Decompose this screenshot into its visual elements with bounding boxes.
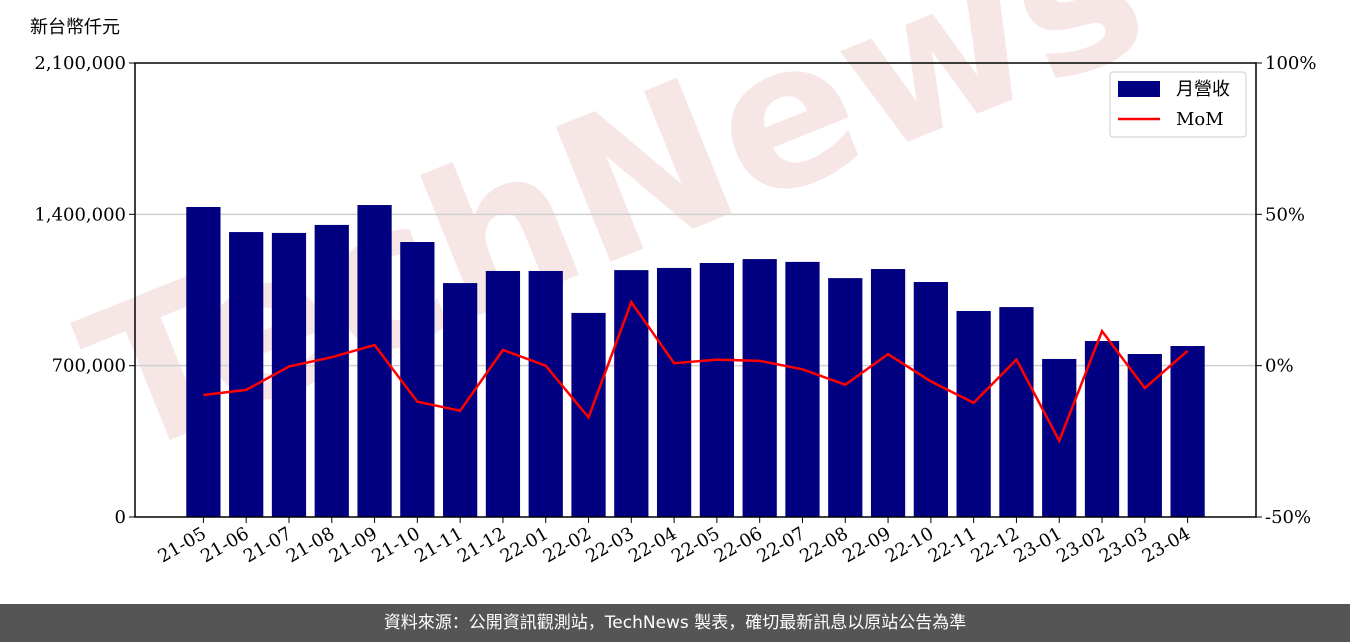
bar [1170, 345, 1205, 517]
x-tick-label: 22-12 [967, 523, 1022, 567]
plot-frame [134, 62, 1257, 518]
legend: 月營收 MoM [1109, 71, 1247, 138]
x-tick-label: 22-01 [497, 523, 552, 567]
bar [999, 307, 1034, 517]
legend-swatch [1118, 81, 1160, 97]
x-tick-label: 22-05 [668, 523, 723, 567]
x-tick-label: 21-10 [368, 523, 423, 567]
x-tick-label: 21-11 [411, 523, 466, 567]
bar [1084, 341, 1120, 517]
x-tick-label: 22-11 [925, 523, 980, 567]
bar [913, 282, 948, 517]
legend-label: 月營收 [1176, 79, 1230, 100]
x-tick-label: 21-08 [283, 523, 338, 567]
y2-tick-label: 0% [1265, 356, 1294, 377]
bar [614, 270, 649, 517]
bar [956, 310, 991, 517]
y2-tick-label: -50% [1265, 507, 1311, 528]
bar [785, 261, 820, 517]
x-tick-label: 22-10 [882, 523, 937, 567]
x-tick-label: 23-01 [1010, 523, 1065, 567]
bar [870, 269, 906, 517]
x-tick-label: 23-03 [1096, 523, 1151, 567]
bar [828, 278, 863, 517]
bar [528, 270, 563, 517]
bar [400, 242, 435, 517]
bar [656, 267, 692, 517]
x-tick-label: 21-12 [454, 523, 509, 567]
bar [699, 262, 735, 517]
y2-tick-label: 100% [1265, 53, 1316, 74]
y-tick-label: 2,100,000 [34, 53, 126, 74]
line [203, 299, 1189, 444]
y2-tick-label: 50% [1265, 204, 1305, 225]
y-tick-label: 0 [115, 507, 126, 528]
x-tick-label: 22-06 [711, 523, 766, 567]
x-tick-label: 22-07 [754, 523, 809, 567]
x-tick-label: 21-09 [326, 523, 381, 567]
x-tick-label: 23-04 [1139, 523, 1194, 567]
legend-label: MoM [1176, 109, 1224, 130]
x-tick-label: 21-06 [197, 523, 252, 567]
y-tick-label: 700,000 [52, 356, 126, 377]
x-tick-label: 21-05 [154, 523, 209, 567]
bar [443, 283, 478, 517]
chart: 新台幣仟元 TechNews 0700,0001,400,0002,100,00… [30, 0, 1316, 567]
bar [186, 206, 221, 518]
x-tick-label: 22-04 [625, 523, 680, 567]
bar [485, 270, 521, 517]
y-tick-label: 1,400,000 [34, 204, 126, 225]
x-tick-label: 22-09 [839, 523, 894, 567]
bar [1127, 353, 1162, 517]
footer-source: 資料來源：公開資訊觀測站，TechNews 製表，確切最新訊息以原站公告為準 [0, 604, 1350, 642]
x-tick-label: 21-07 [240, 523, 295, 567]
x-tick-label: 23-02 [1053, 523, 1108, 567]
x-tick-label: 22-02 [540, 523, 595, 567]
x-tick-label: 22-03 [582, 523, 637, 567]
x-tick-label: 22-08 [796, 523, 851, 567]
bar [271, 232, 307, 517]
bar [229, 232, 264, 517]
bar [314, 224, 349, 517]
bar [742, 259, 777, 517]
y-axis-unit: 新台幣仟元 [30, 17, 120, 38]
